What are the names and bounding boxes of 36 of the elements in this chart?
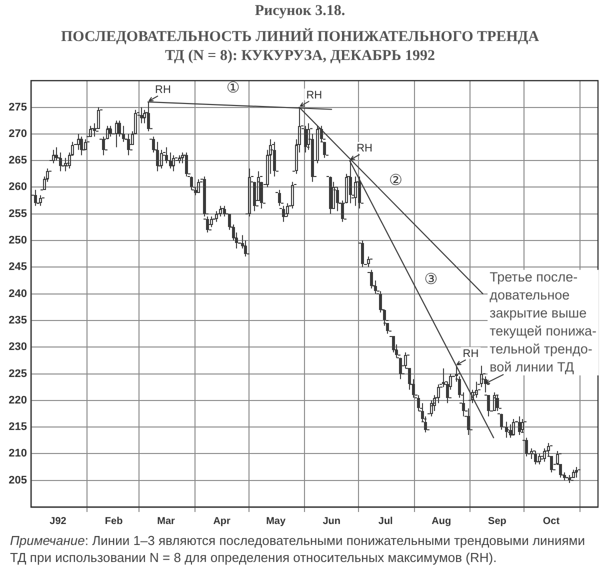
series-label: ① <box>226 78 240 96</box>
x-tick-label: Feb <box>104 516 123 527</box>
chart-title: Рисунок 3.18. <box>254 3 346 20</box>
y-tick-label: 230 <box>8 341 27 354</box>
x-tick-label: Sep <box>488 516 506 527</box>
x-tick-label: Jun <box>322 516 340 527</box>
x-tick-label: Oct <box>542 516 560 527</box>
chart-subtitle: ПОСЛЕДОВАТЕЛЬНОСТЬ ЛИНИЙ ПОНИЖАТЕЛЬНОГО ТРЕНДА ТД (N = 8): КУКУРУЗА, ДЕКАБРЬ 1992 <box>60 28 540 66</box>
y-tick-label: 255 <box>8 208 27 220</box>
legend-label: ② <box>389 171 402 190</box>
y-tick-label: 215 <box>8 421 27 434</box>
annotation: RH <box>356 142 373 155</box>
annotation: RH <box>306 89 322 102</box>
annotation: RH <box>462 348 479 360</box>
x-tick-label: Jul <box>378 516 394 527</box>
x-tick-label: Apr <box>213 516 231 527</box>
x-tick-label: May <box>266 516 286 527</box>
y-tick-label: 210 <box>8 448 27 460</box>
y-tick-label: 235 <box>8 314 27 326</box>
x-tick-label: J92 <box>50 516 67 527</box>
y-tick-label: 275 <box>8 101 27 114</box>
y-tick-label: 205 <box>8 474 27 486</box>
text: Примечание: Линии 1–3 являются последовательными понижательными трендовыми линиями ТД при использовании N = 8 для определения относительных максимумов (RH). <box>10 533 585 565</box>
y-tick-label: 260 <box>8 181 27 194</box>
y-tick-label: 265 <box>8 154 27 167</box>
y-tick-label: 220 <box>8 394 27 406</box>
x-tick-label: Mar <box>157 516 175 527</box>
y-tick-label: 240 <box>8 288 27 300</box>
y-tick-label: 225 <box>8 368 27 380</box>
series-label: ③ <box>424 270 438 288</box>
y-tick-label: 250 <box>8 234 27 247</box>
annotation: RH <box>155 84 171 96</box>
y-tick-label: 245 <box>8 261 27 274</box>
annotation: Третье после- довательное закрытие выше текущей понижа- тельной трендо- вой линии ТД <box>490 269 597 374</box>
x-tick-label: Aug <box>432 516 452 527</box>
y-tick-label: 270 <box>8 128 27 140</box>
